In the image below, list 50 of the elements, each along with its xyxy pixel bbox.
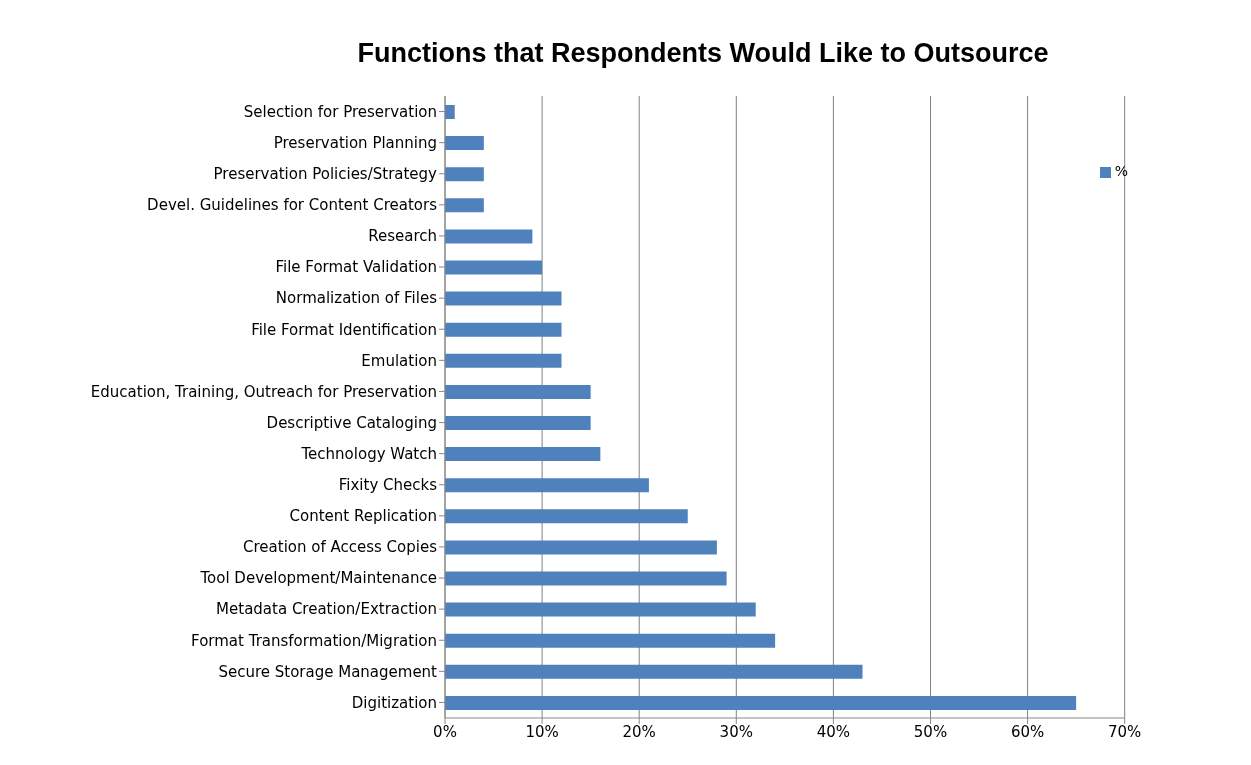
bar: [445, 353, 562, 368]
x-tick-label: 30%: [719, 722, 753, 741]
bar: [445, 447, 601, 462]
y-tick-label: Creation of Access Copies: [243, 538, 438, 557]
bar: [445, 105, 455, 119]
bar: [445, 322, 562, 337]
bar: [445, 695, 1077, 710]
bar: [445, 167, 484, 182]
y-tick-label: Format Transformation/Migration: [191, 631, 437, 650]
y-tick-label: Preservation Policies/Strategy: [213, 165, 438, 184]
x-tick-label: 20%: [622, 722, 656, 741]
y-tick-label: Research: [368, 227, 437, 246]
bar: [445, 478, 649, 493]
bar: [445, 229, 533, 244]
y-tick-label: Technology Watch: [300, 444, 437, 463]
y-tick-label: File Format Identification: [251, 320, 437, 339]
bar: [445, 136, 484, 151]
bar: [445, 602, 756, 617]
y-tick-label: Fixity Checks: [338, 476, 438, 495]
bar: [445, 540, 717, 555]
y-tick-label: Emulation: [361, 351, 437, 370]
bar: [445, 509, 688, 524]
bar: [445, 384, 591, 399]
chart-title: Functions that Respondents Would Like to Outsource: [356, 38, 1050, 69]
y-tick-label: Descriptive Cataloging: [266, 413, 437, 432]
bar: [445, 260, 543, 275]
y-tick-label: Selection for Preservation: [243, 102, 437, 121]
y-tick-label: Preservation Planning: [273, 133, 437, 152]
y-tick-label: Tool Development/Maintenance: [199, 569, 437, 588]
y-tick-label: Normalization of Files: [275, 289, 438, 308]
x-tick-label: 70%: [1108, 722, 1142, 741]
x-tick-label: 60%: [1010, 722, 1045, 741]
bar: [445, 571, 727, 586]
y-tick-label: Secure Storage Management: [218, 662, 438, 681]
bar: [445, 664, 863, 679]
x-tick-label: 0%: [433, 722, 457, 741]
x-tick-label: 50%: [913, 722, 948, 741]
x-tick-label: 40%: [816, 722, 851, 741]
y-tick-label: Digitization: [351, 693, 437, 712]
y-tick-label: File Format Validation: [275, 258, 437, 277]
y-tick-label: Metadata Creation/Extraction: [216, 600, 437, 619]
y-tick-label: Content Replication: [289, 507, 437, 526]
legend-label: %: [1114, 163, 1128, 179]
bar: [445, 416, 591, 430]
y-tick-label: Education, Training, Outreach for Preservation: [90, 382, 437, 401]
x-tick-label: 10%: [525, 722, 559, 741]
bar: [445, 291, 562, 306]
bar: [445, 633, 776, 648]
y-tick-label: Devel. Guidelines for Content Creators: [147, 196, 438, 215]
bar: [445, 198, 484, 213]
